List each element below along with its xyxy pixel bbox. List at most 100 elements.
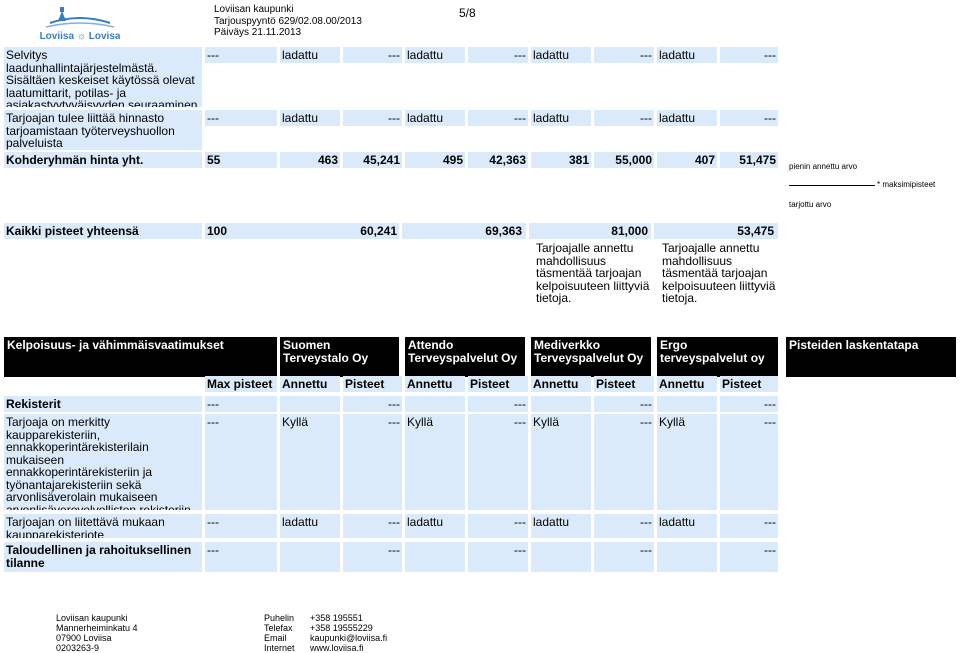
footer-value[interactable]: kaupunki@loviisa.fi bbox=[310, 633, 388, 643]
top-row-0-cell: ladattu bbox=[531, 47, 591, 63]
requirement-cell bbox=[280, 396, 340, 412]
total-score-4-value: 53,475 bbox=[737, 224, 774, 238]
requirement-cell: ladattu bbox=[531, 514, 591, 538]
requirement-cell: Kyllä bbox=[531, 414, 591, 510]
requirement-cell: --- bbox=[343, 414, 402, 510]
top-row-2-cell: 495 232,00 bbox=[405, 152, 465, 168]
footer-line: Loviisan kaupunki bbox=[56, 613, 128, 623]
requirement-cell: --- bbox=[205, 414, 277, 510]
top-row-0-cell: --- bbox=[594, 47, 654, 63]
top-row-1-cell: --- bbox=[205, 110, 277, 126]
total-score-2 bbox=[529, 223, 651, 239]
top-row-2-cell: 42,363 bbox=[468, 152, 528, 168]
requirement-cell: --- bbox=[205, 396, 277, 412]
subheader-cell: Annettu tieto bbox=[405, 376, 465, 392]
footer-value: +358 195551 bbox=[310, 613, 363, 623]
total-score-3-value: 81,000 bbox=[611, 224, 648, 238]
subheader-cell: Pisteet bbox=[343, 376, 402, 392]
top-row-2-cell: 55,000 bbox=[594, 152, 654, 168]
requirement-cell: --- bbox=[720, 542, 778, 572]
footer-contact-values: +358 195551 +358 19555229 kaupunki@lovii… bbox=[310, 613, 387, 653]
top-row-1-cell: --- bbox=[720, 110, 778, 126]
footer-label: Puhelin bbox=[264, 613, 295, 623]
subheader-cell: Pisteet bbox=[720, 376, 778, 392]
requirement-cell: --- bbox=[205, 514, 277, 538]
top-row-1-cell: --- bbox=[343, 110, 402, 126]
note-mediverkko: Tarjoajalle annettu mahdollisuus täsment… bbox=[662, 241, 776, 305]
footer-label: Email bbox=[264, 633, 287, 643]
requirement-cell: --- bbox=[343, 396, 402, 412]
header-org: Loviisan kaupunki bbox=[214, 4, 294, 15]
requirement-cell bbox=[531, 542, 591, 572]
row3-label: Kohderyhmän hinta yht. bbox=[4, 152, 202, 168]
requirement-label: Rekisterit bbox=[4, 396, 202, 412]
footer-value[interactable]: www.loviisa.fi bbox=[310, 643, 364, 653]
requirement-cell: Kyllä bbox=[405, 414, 465, 510]
requirement-label: Tarjoajan on liitettävä mukaan kaupparek… bbox=[4, 514, 202, 538]
requirement-cell: --- bbox=[468, 414, 528, 510]
requirement-cell: --- bbox=[205, 542, 277, 572]
row2-label: Tarjoajan tulee liittää hinnasto tarjoam… bbox=[4, 110, 202, 150]
vendor-terveystalo: Suomen Terveystalo Oy bbox=[280, 337, 399, 377]
legend-offered: tarjottu arvo bbox=[789, 200, 832, 209]
requirement-cell: --- bbox=[720, 414, 778, 510]
subheader-cell: Pisteet bbox=[468, 376, 528, 392]
top-row-2-cell: 51,475 bbox=[720, 152, 778, 168]
legend-given: pienin annettu arvo bbox=[789, 162, 858, 171]
top-row-1-cell: ladattu bbox=[657, 110, 717, 126]
header-date: Päiväys 21.11.2013 bbox=[214, 27, 302, 38]
top-row-0-cell: ladattu bbox=[657, 47, 717, 63]
footer-contact-labels: Puhelin Telefax Email Internet bbox=[264, 613, 295, 653]
requirement-cell bbox=[405, 396, 465, 412]
subheader-cell: Annettu tieto bbox=[657, 376, 717, 392]
requirement-cell: Kyllä bbox=[280, 414, 340, 510]
requirement-cell: --- bbox=[594, 514, 654, 538]
top-row-0-cell: --- bbox=[468, 47, 528, 63]
top-row-0-cell: ladattu bbox=[280, 47, 340, 63]
logo-text: Loviisa ☼ Lovisa bbox=[40, 31, 120, 42]
top-row-0-cell: --- bbox=[343, 47, 402, 63]
top-row-0-cell: ladattu bbox=[405, 47, 465, 63]
requirement-cell: --- bbox=[594, 396, 654, 412]
requirement-label: Taloudellinen ja rahoituksellinen tilann… bbox=[4, 542, 202, 572]
total-score-1 bbox=[402, 223, 526, 239]
vendor-mediverkko: Mediverkko Terveyspalvelut Oy bbox=[531, 337, 651, 377]
legend-line bbox=[789, 185, 875, 186]
requirement-cell: --- bbox=[720, 514, 778, 538]
top-row-1-cell: --- bbox=[594, 110, 654, 126]
requirement-cell: ladattu bbox=[280, 514, 340, 538]
footer-line: 0203263-9 bbox=[56, 643, 100, 653]
requirement-cell bbox=[531, 396, 591, 412]
footer-label: Telefax bbox=[264, 623, 293, 633]
requirement-cell: --- bbox=[468, 514, 528, 538]
total-max: 100 bbox=[205, 223, 399, 239]
requirement-cell: ladattu bbox=[657, 514, 717, 538]
top-row-2-cell: 55 bbox=[205, 152, 277, 168]
requirement-cell: --- bbox=[720, 396, 778, 412]
subheader-cell: Annettu tieto bbox=[531, 376, 591, 392]
loviisa-logo: Loviisa ☼ Lovisa bbox=[40, 3, 121, 43]
header-ref: Tarjouspyyntö 629/02.08.00/2013 bbox=[214, 15, 362, 27]
legend-max: * maksimipisteet bbox=[877, 180, 936, 189]
method-header: Pisteiden laskentatapa bbox=[786, 337, 956, 377]
subheader-cell: Pisteet bbox=[594, 376, 654, 392]
requirement-cell: --- bbox=[343, 542, 402, 572]
footer-line: 07900 Loviisa bbox=[56, 633, 112, 643]
footer-value: +358 19555229 bbox=[310, 623, 373, 633]
total-score-2-value: 69,363 bbox=[485, 224, 522, 238]
requirement-cell bbox=[657, 542, 717, 572]
requirement-label: Tarjoaja on merkitty kaupparekisteriin, … bbox=[4, 414, 202, 510]
note-attendo: Tarjoajalle annettu mahdollisuus täsment… bbox=[536, 241, 650, 305]
top-row-0-cell: --- bbox=[205, 47, 277, 63]
subheader-cell: Max pisteet bbox=[205, 376, 277, 392]
requirement-cell: ladattu bbox=[405, 514, 465, 538]
vendor-attendo: Attendo Terveyspalvelut Oy bbox=[405, 337, 525, 377]
row1-label: Selvitys laadunhallintajärjestelmästä. S… bbox=[4, 47, 202, 107]
top-row-1-cell: ladattu bbox=[405, 110, 465, 126]
total-label: Kaikki pisteet yhteensä bbox=[4, 223, 202, 239]
requirement-cell bbox=[657, 396, 717, 412]
top-row-1-cell: ladattu bbox=[531, 110, 591, 126]
requirement-cell: --- bbox=[594, 542, 654, 572]
top-row-0-cell: --- bbox=[720, 47, 778, 63]
footer-address: Loviisan kaupunki Mannerheiminkatu 4 079… bbox=[56, 613, 138, 653]
